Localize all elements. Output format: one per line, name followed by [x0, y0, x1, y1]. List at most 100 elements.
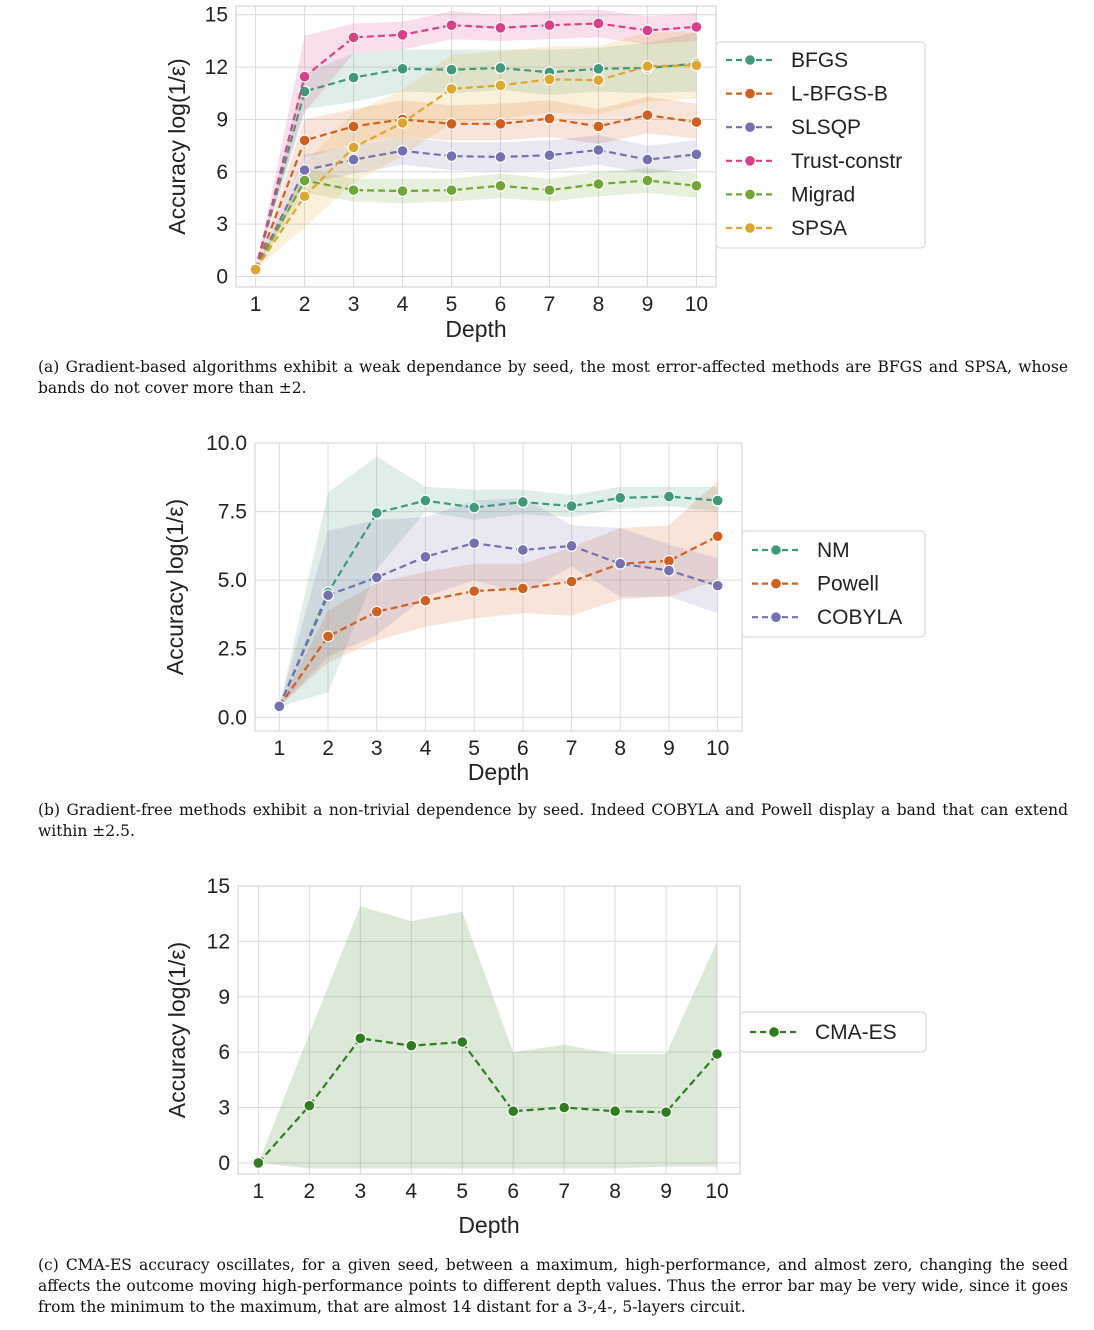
data-point: [273, 700, 286, 713]
confidence-band: [279, 481, 718, 707]
x-tick-label: 8: [593, 293, 605, 316]
data-point: [516, 543, 529, 556]
data-point: [641, 109, 654, 122]
legend-marker: [743, 154, 756, 167]
data-point: [543, 149, 556, 162]
data-point: [347, 120, 360, 133]
legend-label: Powell: [817, 573, 879, 596]
data-point: [641, 60, 654, 73]
data-point: [370, 605, 383, 618]
legend-label: SLSQP: [791, 116, 861, 139]
x-tick-label: 1: [250, 293, 262, 316]
x-tick-label: 2: [304, 1180, 316, 1203]
figure-panel-a: 1 2 3 4 5 6 7 8 9 10 0 3 6 9 12 15 Depth Accuracy log(1/ε…: [0, 0, 1094, 410]
series-line: [278, 541, 718, 707]
y-tick-label: 10.0: [206, 432, 247, 455]
series-line: [278, 535, 719, 707]
data-point: [347, 153, 360, 166]
legend: CMA-ES: [739, 1011, 927, 1053]
data-point: [419, 494, 432, 507]
x-tick-label: 2: [299, 293, 311, 316]
x-tick-label: 6: [507, 1180, 519, 1203]
data-point: [298, 190, 311, 203]
data-point: [298, 70, 311, 83]
data-point: [711, 579, 724, 592]
data-point: [565, 539, 578, 552]
data-point: [396, 185, 409, 198]
plot-area: [255, 443, 742, 731]
data-point: [468, 501, 481, 514]
x-tick-label: 5: [468, 737, 480, 760]
y-tick-label: 15: [207, 875, 230, 898]
data-point: [494, 79, 507, 92]
x-tick-label: 9: [663, 737, 675, 760]
data-point: [494, 61, 507, 74]
data-point: [396, 144, 409, 157]
data-point: [641, 174, 654, 187]
x-tick-label: 8: [614, 737, 626, 760]
data-point: [303, 1099, 316, 1112]
legend-marker: [743, 87, 756, 100]
x-tick-label: 8: [609, 1180, 621, 1203]
y-tick-label: 12: [205, 56, 228, 79]
legend-marker: [743, 121, 756, 134]
data-point: [614, 491, 627, 504]
data-point: [690, 20, 703, 33]
legend-box: [739, 1011, 927, 1053]
y-tick-label: 3: [216, 213, 228, 236]
x-tick-label: 7: [566, 737, 578, 760]
x-tick-label: 4: [397, 293, 409, 316]
x-tick-label: 3: [348, 293, 360, 316]
x-axis-label: Depth: [445, 316, 506, 342]
legend-label: BFGS: [791, 49, 848, 72]
plot-area: [236, 6, 716, 287]
x-tick-label: 4: [420, 737, 432, 760]
y-axis-label: Accuracy log(1/ε): [162, 499, 188, 675]
caption-b: (b) Gradient-free methods exhibit a non-…: [38, 801, 1068, 840]
confidence-band: [279, 497, 718, 707]
data-point: [347, 71, 360, 84]
data-point: [354, 1032, 367, 1045]
x-tick-label: 1: [274, 737, 286, 760]
y-tick-label: 6: [216, 161, 228, 184]
legend-marker: [769, 611, 782, 624]
caption-c: (c) CMA-ES accuracy oscillates, for a gi…: [38, 1256, 1068, 1316]
series-line: [278, 495, 718, 707]
x-tick-label: 10: [705, 1180, 728, 1203]
series-line: [254, 64, 697, 271]
data-point: [468, 537, 481, 550]
legend-marker: [769, 577, 782, 590]
x-tick-label: 4: [405, 1180, 417, 1203]
data-point: [322, 630, 335, 643]
data-point: [445, 19, 458, 32]
data-point: [641, 24, 654, 37]
y-tick-label: 12: [207, 930, 230, 953]
x-tick-label: 3: [354, 1180, 366, 1203]
y-tick-label: 0.0: [218, 706, 247, 729]
x-tick-label: 9: [660, 1180, 672, 1203]
legend-label: Trust-constr: [791, 150, 902, 173]
y-tick-label: 0: [216, 266, 228, 289]
data-point: [396, 116, 409, 129]
data-point: [711, 494, 724, 507]
data-point: [298, 174, 311, 187]
data-point: [456, 1036, 469, 1049]
data-point: [322, 589, 335, 602]
series-line: [254, 22, 697, 270]
data-point: [445, 117, 458, 130]
data-point: [298, 164, 311, 177]
data-point: [711, 1048, 724, 1061]
data-point: [405, 1039, 418, 1052]
y-tick-label: 9: [216, 108, 228, 131]
series-line: [254, 179, 697, 271]
x-tick-label: 10: [685, 293, 708, 316]
legend-marker: [769, 543, 782, 556]
data-point: [370, 506, 383, 519]
x-tick-label: 6: [517, 737, 529, 760]
confidence-band: [255, 135, 697, 270]
data-point: [543, 112, 556, 125]
data-point: [592, 120, 605, 133]
x-tick-label: 10: [706, 737, 729, 760]
